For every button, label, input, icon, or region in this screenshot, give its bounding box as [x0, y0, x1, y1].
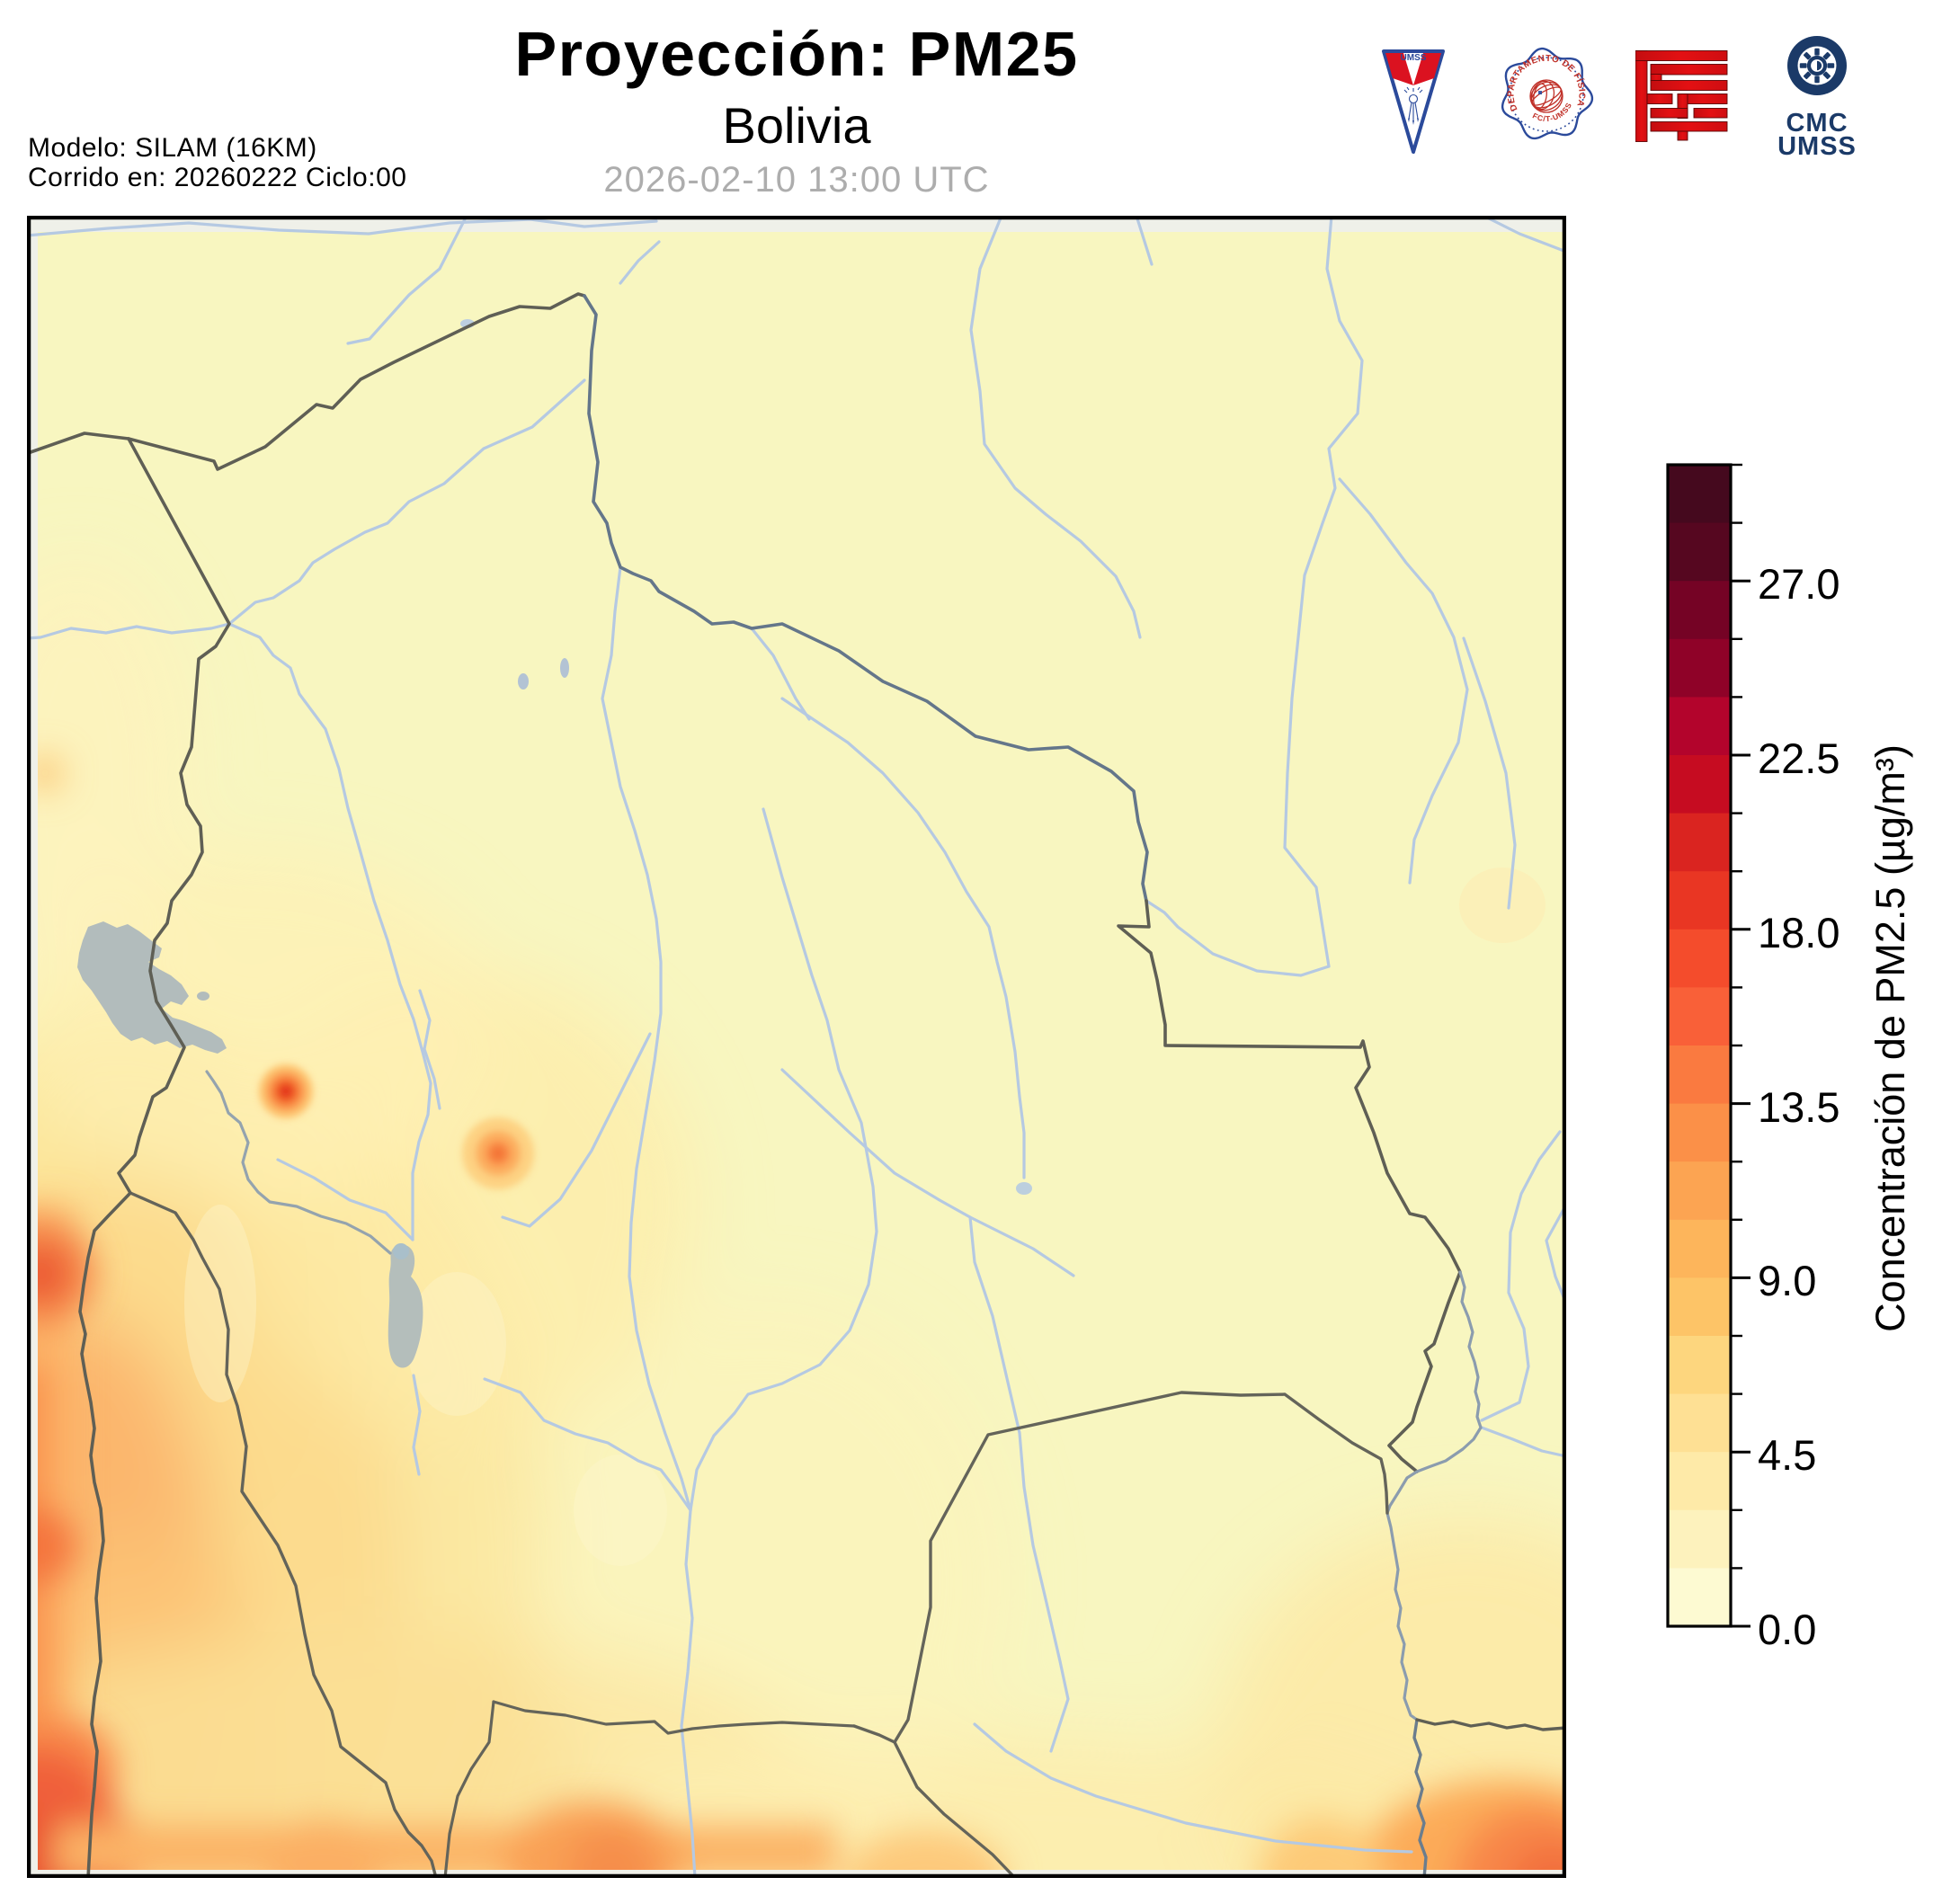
- svg-text:CMC: CMC: [1786, 109, 1848, 138]
- svg-text:UMSS: UMSS: [1777, 132, 1857, 161]
- svg-text:UMSS: UMSS: [1401, 53, 1427, 63]
